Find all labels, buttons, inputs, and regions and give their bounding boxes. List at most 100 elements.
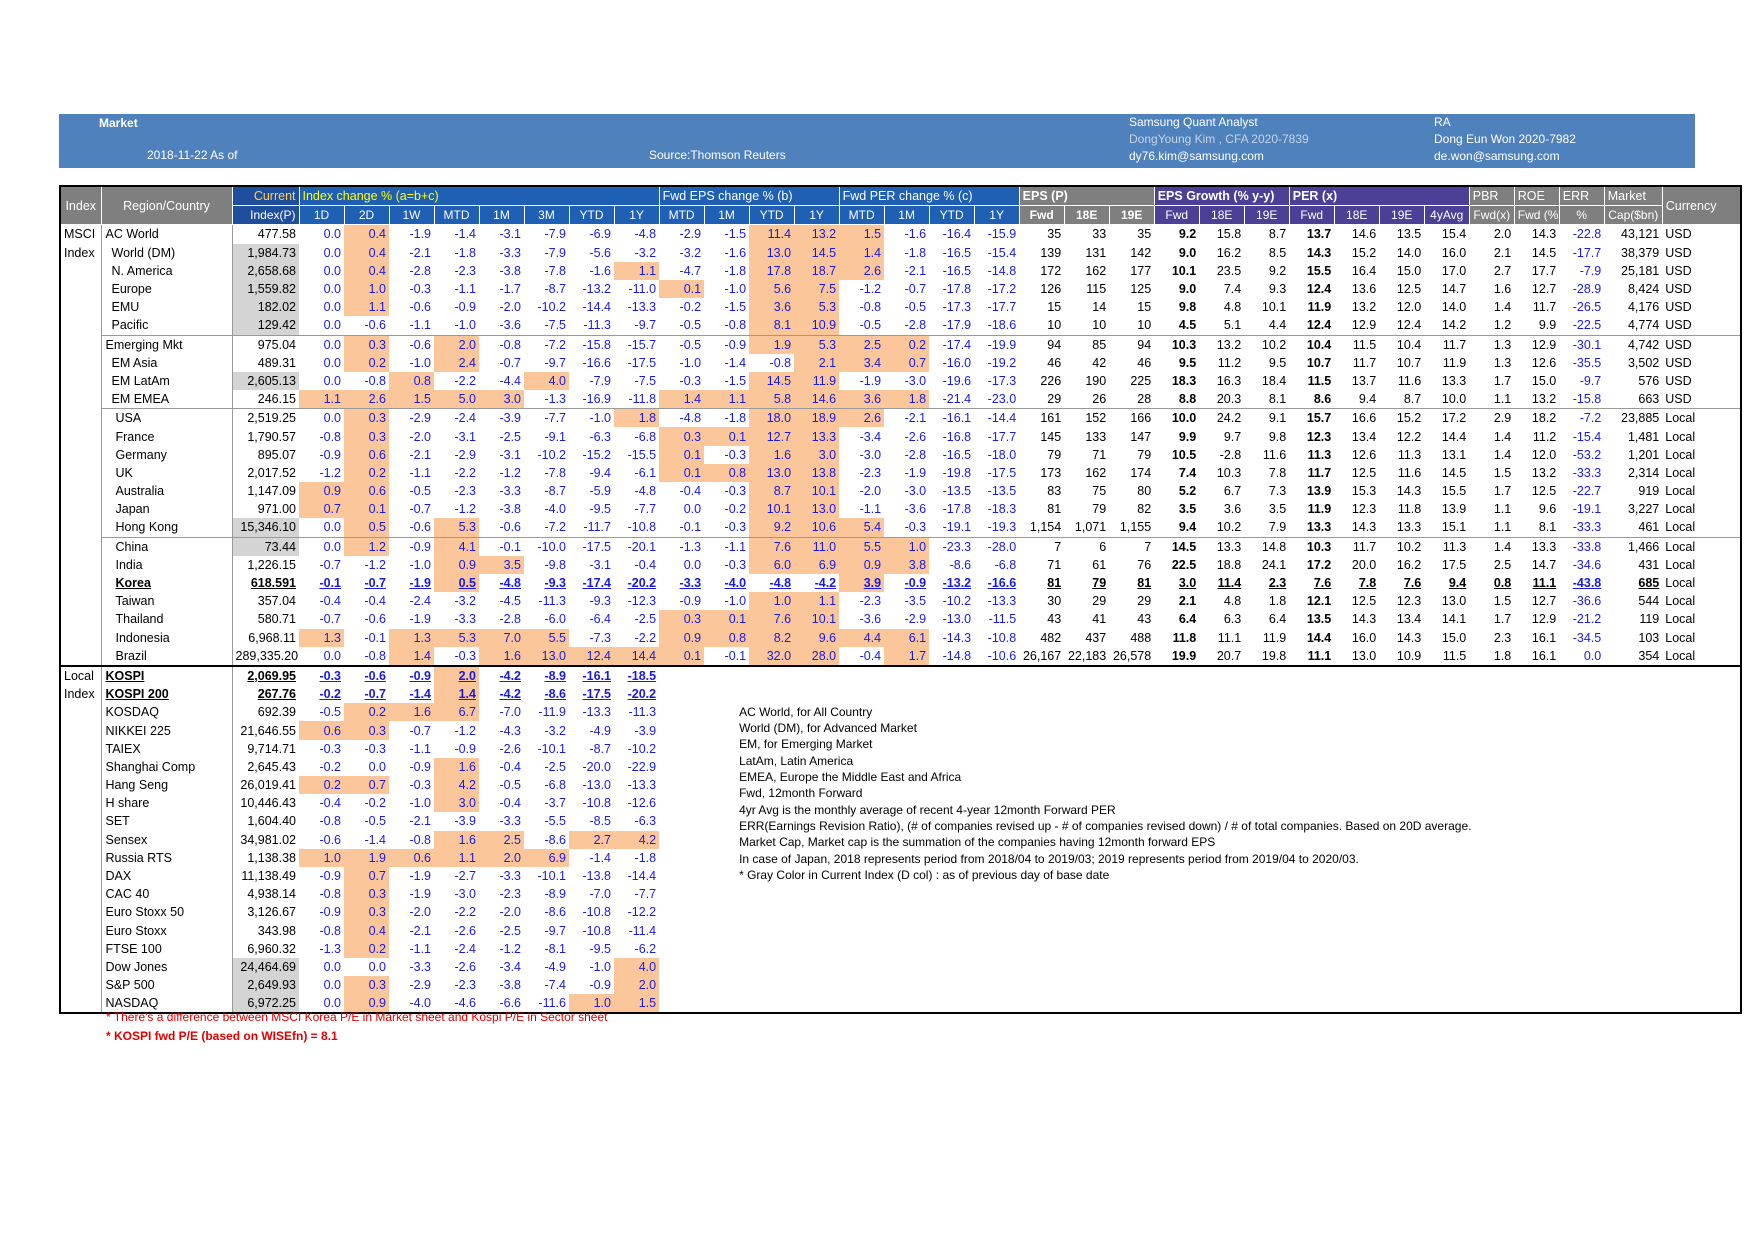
cell: 1.4 (389, 646, 434, 666)
cell: -4.2 (499, 687, 521, 702)
cell: 13.4 (1351, 429, 1377, 444)
cell: 0.7 (344, 866, 389, 886)
current-index: 289,335.20 (235, 648, 299, 663)
current-index: 9,714.71 (247, 741, 296, 756)
cell: 1.1 (1493, 392, 1512, 407)
cell: -0.5 (679, 318, 702, 333)
cell: -0.8 (319, 429, 341, 444)
cell: 1.6 (434, 757, 479, 776)
cell: -9.5 (589, 941, 611, 956)
cell: 81 (1047, 576, 1062, 591)
cell: -2.9 (679, 227, 702, 242)
cell: 85 (1064, 334, 1110, 354)
cell: 33 (1092, 227, 1107, 242)
table-row: FTSE 100 6,960.32 -1.3 0.2 -1.1 -2.4 -1.2 -8.1 -… (60, 939, 1741, 958)
cell: -15.5 (627, 447, 657, 462)
cell: -16.8 (942, 429, 972, 444)
cell: 0.7 (344, 776, 389, 795)
cell: 2.0 (1493, 227, 1512, 242)
title: Market (99, 116, 138, 130)
cell: 0.6 (344, 482, 389, 501)
cell: 10.7 (1396, 355, 1422, 370)
cell: 24.2 (1199, 408, 1245, 428)
cell: Local (1665, 557, 1696, 572)
cell: 41 (1092, 612, 1107, 627)
cell: 13.0 (749, 463, 795, 482)
analyst-title: Samsung Quant Analyst (1129, 115, 1258, 129)
row-name: NIKKEI 225 (101, 721, 233, 740)
cell: 9.8 (1178, 300, 1197, 315)
cell: -0.9 (704, 334, 750, 354)
cell: -2.7 (454, 869, 476, 884)
cell: -0.9 (389, 664, 434, 686)
cell: 4,774 (1627, 318, 1660, 333)
group-label: ERR (1562, 189, 1590, 204)
cell: -17.9 (942, 318, 972, 333)
cell: 8.1 (1268, 392, 1287, 407)
cell: -2.5 (634, 612, 657, 627)
cell: 147 (1130, 429, 1152, 444)
cell: 19.9 (1171, 648, 1197, 663)
cell: 8.8 (1178, 392, 1197, 407)
cell: 1,481 (1627, 429, 1660, 444)
cell: 13.0 (1351, 648, 1377, 663)
cell: -8.7 (589, 741, 611, 756)
table-row: DAX 11,138.49 -0.9 0.7 -1.9 -2.7 -3.3 -10.1 -13.… (60, 866, 1741, 886)
cell: -2.2 (454, 373, 476, 388)
cell: -1.2 (319, 465, 341, 480)
header-cell: Region/Country (100, 185, 233, 226)
cell: -2.1 (409, 923, 431, 938)
cell: -3.6 (904, 502, 927, 517)
cell: -16.5 (942, 447, 972, 462)
cell: -0.3 (724, 520, 747, 535)
cell: 16.6 (1334, 408, 1380, 428)
cell: 10.9 (1396, 648, 1422, 663)
cell: -0.3 (319, 741, 341, 756)
cell: -9.3 (544, 576, 566, 591)
cell: 17.2 (1424, 408, 1470, 428)
sub-header: 3M (523, 205, 570, 226)
cell: 14.7 (1531, 557, 1557, 572)
cell: 0.0 (323, 282, 341, 297)
cell: -4.2 (479, 664, 524, 686)
cell: -3.8 (499, 502, 521, 517)
cell: 0.2 (344, 939, 389, 958)
cell: -4.6 (454, 996, 476, 1011)
table-row: Local Index KOSPI 2,069.95 -0.3 -0.6 -0.9 2.0 -4… (60, 664, 1742, 1014)
cell: -10.8 (582, 905, 612, 920)
cell: -3.4 (499, 959, 521, 974)
sub-header: 1M (703, 205, 750, 226)
group-label: EPS (P) (1022, 189, 1068, 204)
cell: -15.4 (1572, 429, 1602, 444)
ra-name: Dong Eun Won 2020-7982 (1434, 132, 1576, 146)
cell: 29 (1137, 594, 1152, 609)
cell: 1.1 (434, 848, 479, 867)
cell: 14.6 (794, 390, 840, 409)
cell: 17.8 (749, 261, 795, 280)
cell: 46 (1047, 355, 1062, 370)
sub-header: 1Y (793, 205, 840, 226)
cell: -11.4 (628, 923, 657, 938)
cell: 3.6 (749, 298, 795, 317)
cell: -0.7 (904, 282, 927, 297)
cell: 9.4 (1178, 520, 1197, 535)
row-name: UK (101, 463, 233, 482)
cell: -0.9 (319, 869, 341, 884)
cell: 5.3 (794, 298, 840, 317)
table-row: Germany 895.07 -0.9 0.6 -2.1 -2.9 -3.1 -10.2 -15… (60, 445, 1741, 464)
cell: 0.0 (368, 959, 386, 974)
cell: -2.1 (409, 447, 431, 462)
cell: 12.2 (1396, 429, 1422, 444)
cell: 14.4 (1441, 429, 1467, 444)
cell: -0.9 (904, 576, 927, 591)
current-index: 1,559.82 (232, 279, 299, 299)
cell: USD (1665, 245, 1692, 260)
row-name: Dow Jones (101, 957, 233, 977)
cell: Local (1662, 536, 1742, 556)
cell: -9.3 (589, 594, 611, 609)
row-name: Hang Seng (101, 776, 233, 795)
cell: -0.6 (344, 664, 389, 686)
cell: -0.3 (724, 557, 747, 572)
group-label: Fwd EPS change % (b) (662, 189, 793, 204)
cell: -0.9 (319, 447, 341, 462)
